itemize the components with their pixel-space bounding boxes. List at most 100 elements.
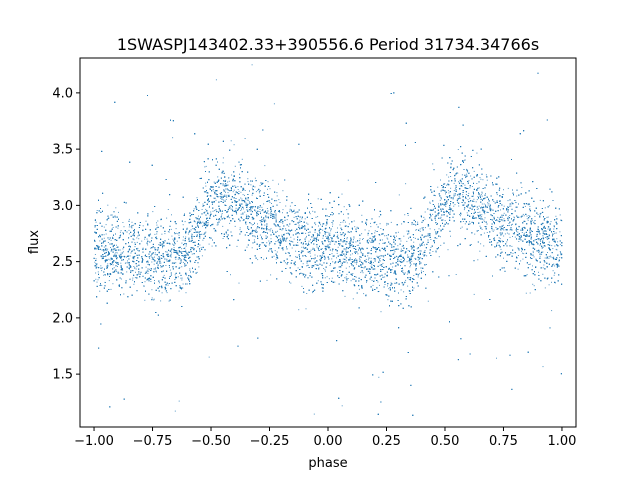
data-point	[512, 213, 514, 215]
data-point	[254, 236, 256, 238]
data-point	[276, 200, 278, 202]
data-point	[548, 205, 550, 207]
data-point	[144, 238, 146, 240]
data-point	[141, 240, 143, 242]
data-point	[285, 228, 287, 230]
data-point	[255, 191, 257, 193]
data-point	[95, 248, 97, 250]
data-point	[453, 182, 455, 184]
data-point	[295, 250, 297, 252]
data-point	[523, 226, 525, 228]
data-point	[448, 176, 450, 178]
data-point	[241, 198, 243, 200]
data-point	[219, 211, 221, 212]
data-point	[181, 266, 183, 268]
data-point	[118, 284, 120, 286]
data-point	[446, 202, 448, 204]
data-point	[273, 255, 275, 257]
data-point	[298, 233, 300, 235]
data-point	[537, 214, 539, 215]
data-point	[205, 165, 207, 167]
data-point	[418, 273, 420, 275]
data-point	[323, 251, 325, 252]
data-point	[123, 233, 124, 235]
data-point	[103, 256, 105, 257]
data-point	[543, 264, 545, 266]
data-point	[239, 227, 241, 229]
data-point	[481, 198, 482, 200]
data-point	[371, 280, 373, 281]
data-point	[531, 230, 533, 232]
data-point	[480, 194, 482, 196]
data-point	[112, 264, 114, 266]
data-point	[517, 255, 519, 256]
data-point	[293, 238, 295, 240]
data-point	[227, 210, 229, 212]
data-point	[553, 256, 555, 258]
data-point	[379, 257, 381, 259]
data-point	[416, 229, 418, 231]
data-point	[355, 241, 357, 243]
data-point	[553, 228, 555, 230]
data-point	[548, 241, 550, 243]
data-point	[205, 231, 207, 233]
data-point	[106, 250, 108, 252]
data-point	[452, 198, 454, 200]
data-point	[275, 241, 277, 242]
data-point	[355, 276, 357, 278]
data-point	[94, 226, 96, 228]
data-point	[259, 209, 261, 210]
data-point	[500, 248, 502, 250]
data-point	[466, 168, 467, 170]
data-point	[131, 227, 133, 229]
data-point	[147, 264, 149, 265]
data-point	[445, 193, 446, 195]
data-point	[174, 232, 175, 233]
data-point	[289, 240, 290, 242]
data-point	[474, 217, 476, 219]
data-point	[107, 248, 109, 250]
data-point	[420, 270, 422, 272]
data-point	[467, 199, 469, 201]
data-point	[544, 207, 546, 209]
data-point	[459, 185, 461, 187]
data-point	[356, 226, 358, 228]
data-point	[225, 191, 226, 193]
data-point	[129, 248, 130, 250]
data-point	[245, 214, 247, 216]
data-point	[446, 184, 448, 186]
data-point	[318, 225, 319, 227]
data-point	[532, 283, 534, 285]
data-point	[259, 206, 261, 208]
data-point	[222, 196, 224, 198]
data-point	[481, 192, 483, 194]
data-point	[358, 288, 360, 290]
data-point	[286, 219, 288, 221]
data-point	[487, 212, 489, 213]
data-point	[499, 221, 501, 222]
data-point	[109, 243, 111, 245]
data-point	[180, 274, 182, 276]
data-point	[297, 242, 299, 243]
data-point	[361, 214, 363, 216]
data-point	[460, 215, 461, 217]
data-point	[306, 222, 308, 224]
data-point	[174, 410, 176, 412]
data-point	[484, 217, 486, 219]
data-point	[194, 221, 196, 223]
data-point	[185, 236, 187, 238]
data-point	[421, 243, 423, 244]
data-point	[359, 265, 360, 267]
data-point	[519, 238, 521, 240]
data-point	[454, 174, 456, 176]
data-point	[457, 201, 458, 203]
data-point	[146, 238, 148, 240]
data-point	[372, 288, 374, 290]
data-point	[529, 215, 531, 217]
data-point	[169, 267, 170, 268]
data-point	[263, 258, 265, 260]
data-point	[302, 273, 304, 275]
data-point	[242, 194, 244, 196]
data-point	[408, 237, 409, 239]
data-point	[113, 249, 115, 251]
